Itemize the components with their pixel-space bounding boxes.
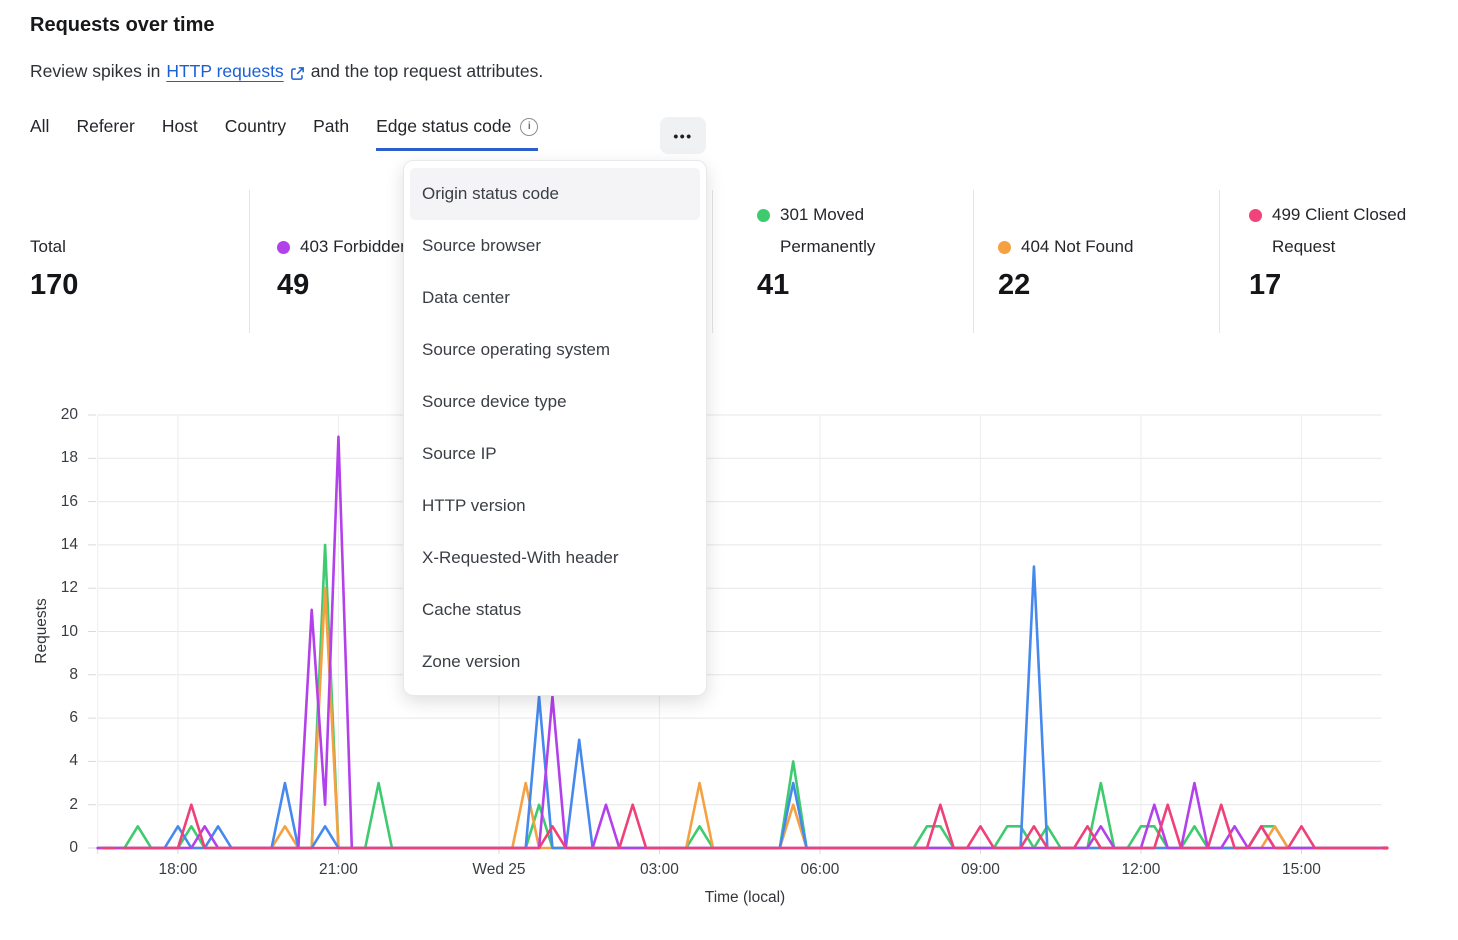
tab-edge-status-code[interactable]: Edge status code <box>376 116 539 151</box>
menu-item-http-version[interactable]: HTTP version <box>422 496 526 515</box>
menu-item-origin-status-code[interactable]: Origin status code <box>410 168 700 220</box>
series-line-499-client-closed-request <box>120 803 1381 850</box>
more-tabs-button[interactable]: ••• <box>660 117 706 154</box>
tab-all[interactable]: All <box>30 116 49 148</box>
stat-label: Total <box>30 237 66 256</box>
series-line-403-forbidden <box>96 435 1383 850</box>
stat-total: Total 170 <box>30 199 78 302</box>
stats-row: Total 170 403 Forbidden 49 301 Moved Permane… <box>0 0 1458 350</box>
y-axis-tick-label: 6 <box>69 709 78 727</box>
x-axis-tick-label: 18:00 <box>158 861 198 878</box>
x-axis-tick-label: 03:00 <box>640 861 679 878</box>
page-subtitle: Review spikes in HTTP requests and the t… <box>30 61 543 82</box>
tab-label: Host <box>161 116 198 136</box>
stat-label: 403 Forbidden <box>300 237 410 256</box>
y-axis-tick-label: 0 <box>69 839 78 856</box>
x-axis-tick-label: 12:00 <box>1121 861 1161 878</box>
tab-path[interactable]: Path <box>313 116 349 148</box>
series-color-dot <box>1249 209 1262 222</box>
tabs: All Referer Host Country Path Edge status cod… <box>30 116 539 151</box>
stat-value: 170 <box>30 269 79 301</box>
page-title: Requests over time <box>30 14 215 36</box>
menu-item-data-center[interactable]: Data center <box>422 288 510 307</box>
tab-host[interactable]: Host <box>162 116 198 148</box>
stat-label: 301 Moved Permanently <box>780 205 876 256</box>
attribute-dropdown-menu: Origin status code Source browser Data cen… <box>403 160 707 696</box>
y-axis-tick-label: 4 <box>69 752 78 770</box>
stat-divider <box>1219 190 1220 333</box>
stat-499-client-closed-request: 499 Client Closed Request 17 <box>1249 199 1407 302</box>
stat-value: 49 <box>277 269 310 301</box>
series-color-dot <box>998 241 1011 254</box>
x-axis-tick-label: 06:00 <box>800 861 840 878</box>
subtitle-suffix: and the top request attributes. <box>310 61 544 81</box>
stat-value: 17 <box>1249 269 1282 301</box>
menu-item-source-device-type[interactable]: Source device type <box>422 392 567 411</box>
y-axis-tick-label: 10 <box>60 622 78 640</box>
tab-label: All <box>30 116 50 136</box>
ellipsis-icon: ••• <box>673 127 693 144</box>
y-axis-tick-label: 14 <box>60 535 78 553</box>
y-axis-tick-label: 18 <box>60 449 78 467</box>
menu-item-cache-status[interactable]: Cache status <box>422 600 522 619</box>
menu-item-x-requested-with-header[interactable]: X-Requested-With header <box>422 548 619 567</box>
x-axis-tick-label: 15:00 <box>1282 861 1321 878</box>
menu-item-source-operating-system[interactable]: Source operating system <box>422 340 611 359</box>
stat-value: 41 <box>757 269 790 301</box>
y-axis-tick-label: 16 <box>60 492 78 510</box>
y-axis-tick-label: 20 <box>60 406 78 423</box>
menu-item-source-browser[interactable]: Source browser <box>422 236 542 255</box>
stat-label: 499 Client Closed Request <box>1272 205 1407 256</box>
menu-item-zone-version[interactable]: Zone version <box>422 652 521 671</box>
stat-label: 404 Not Found <box>1021 237 1134 256</box>
stat-403-forbidden: 403 Forbidden 49 <box>277 199 410 302</box>
x-axis-tick-label: 21:00 <box>319 861 358 878</box>
y-axis-tick-label: 2 <box>69 795 78 813</box>
stat-404-not-found: 404 Not Found 22 <box>998 199 1133 302</box>
stat-value: 22 <box>998 269 1031 301</box>
http-requests-link[interactable]: HTTP requests <box>166 61 284 81</box>
info-icon[interactable] <box>520 117 539 136</box>
tab-label: Country <box>224 116 287 136</box>
tab-country[interactable]: Country <box>225 116 286 148</box>
y-axis-tick-label: 8 <box>69 665 78 683</box>
tab-label: Edge status code <box>376 116 512 136</box>
stat-301-moved-permanently: 301 Moved Permanently 41 <box>757 199 915 302</box>
tab-referer[interactable]: Referer <box>76 116 134 148</box>
x-axis-tick-label: Wed 25 <box>472 861 526 878</box>
stat-divider <box>249 190 250 333</box>
external-link-icon <box>290 65 305 80</box>
x-axis-title: Time (local) <box>704 889 786 906</box>
tab-label: Referer <box>76 116 135 136</box>
menu-item-source-ip[interactable]: Source IP <box>422 444 497 463</box>
x-axis-tick-label: 09:00 <box>961 861 1000 878</box>
y-axis-tick-label: 12 <box>60 579 78 597</box>
stat-divider <box>712 190 713 333</box>
tab-label: Path <box>313 116 350 136</box>
series-color-dot <box>277 241 290 254</box>
subtitle-prefix: Review spikes in <box>30 61 161 81</box>
series-line-301-moved-permanently <box>96 543 1383 850</box>
stat-divider <box>973 190 974 333</box>
series-color-dot <box>757 209 770 222</box>
